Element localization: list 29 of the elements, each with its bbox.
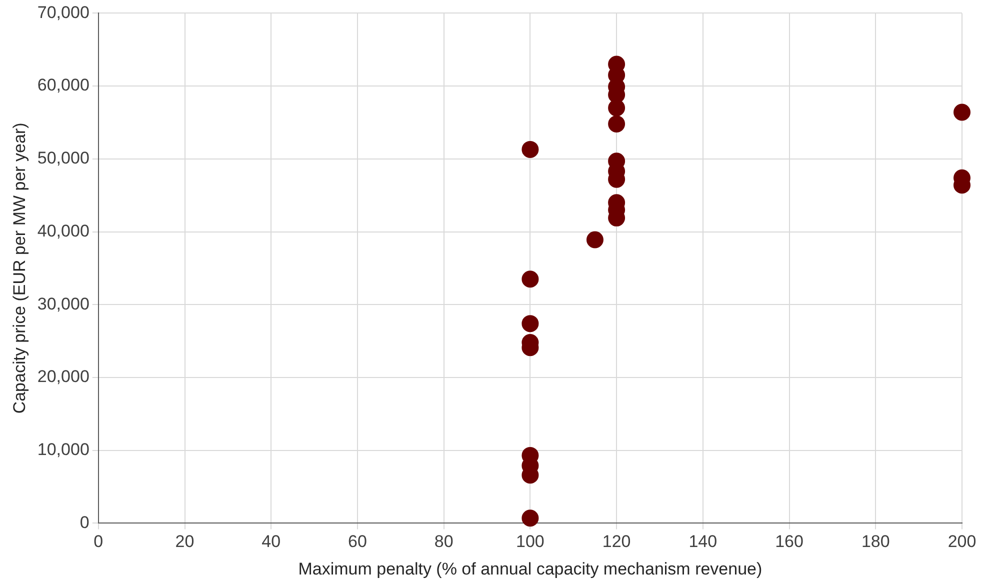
y-tick-label: 20,000 — [37, 367, 90, 386]
x-tick-label: 100 — [516, 532, 544, 552]
x-tick-label: 80 — [434, 532, 454, 552]
y-axis-title: Capacity price (EUR per MW per year) — [10, 122, 29, 414]
x-tick-label: 140 — [688, 532, 718, 552]
point — [608, 99, 626, 116]
x-tick-label: 180 — [861, 532, 890, 552]
x-tick-label: 120 — [602, 532, 631, 552]
point — [522, 270, 539, 288]
x-tick-label: 160 — [775, 532, 804, 552]
y-tick-label: 40,000 — [37, 221, 90, 240]
y-tick-label: 0 — [80, 512, 90, 532]
x-tick-label: 60 — [348, 532, 367, 552]
x-tick-label: 40 — [262, 532, 281, 552]
y-tick-label: 10,000 — [37, 440, 90, 460]
point — [608, 115, 626, 132]
y-tick-label: 50,000 — [37, 148, 90, 168]
x-axis-title: Maximum penalty (% of annual capacity mechanism revenue) — [298, 559, 762, 578]
point — [522, 140, 539, 158]
y-tick-label: 30,000 — [37, 294, 90, 314]
x-tick-label: 200 — [948, 532, 976, 552]
point — [586, 231, 604, 248]
x-tick-label: 20 — [175, 532, 194, 552]
y-tick-label: 60,000 — [37, 76, 90, 95]
point — [522, 510, 539, 527]
point — [954, 104, 970, 121]
x-tick-label: 0 — [94, 532, 104, 552]
point — [522, 315, 539, 332]
y-tick-label: 70,000 — [37, 2, 90, 22]
